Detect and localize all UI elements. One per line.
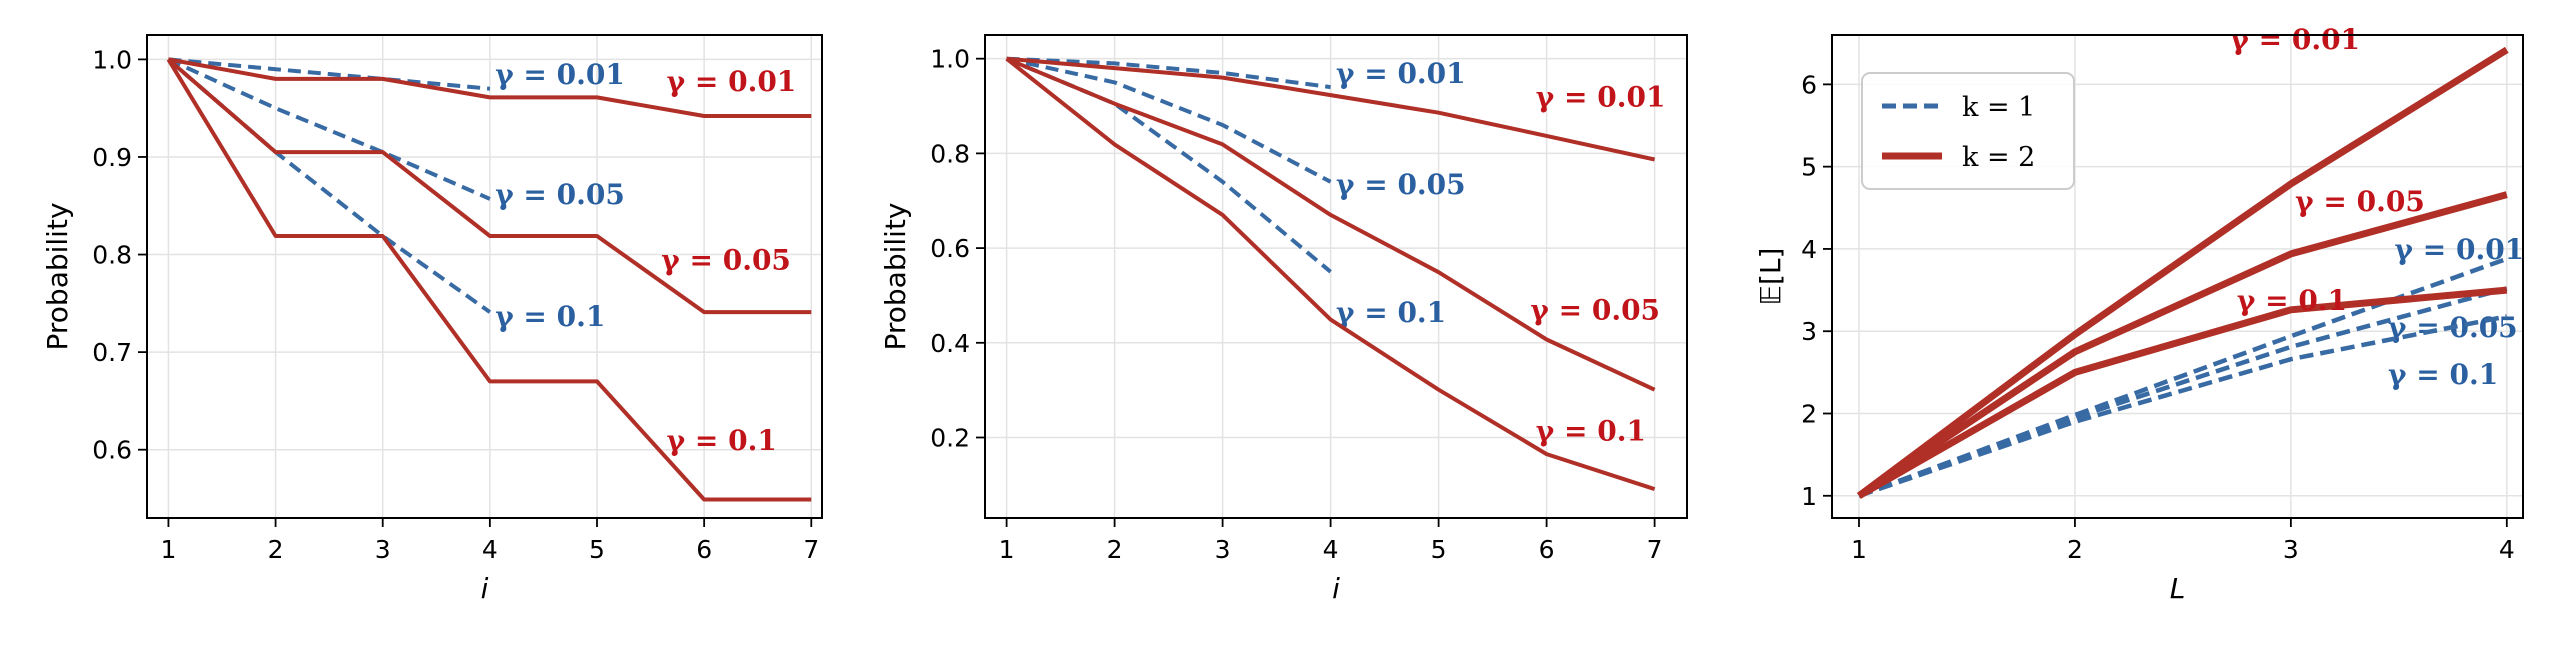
series-label: γ = 0.05: [1336, 168, 1466, 201]
series-label: γ = 0.1: [667, 424, 777, 457]
x-tick-label: 7: [1647, 535, 1663, 564]
x-axis-label: i: [481, 572, 489, 605]
x-tick-label: 4: [2499, 535, 2515, 564]
legend-label: k = 1: [1962, 92, 2035, 123]
x-tick-label: 1: [160, 535, 176, 564]
y-tick-label: 6: [1801, 70, 1817, 99]
series-label: γ = 0.01: [2230, 23, 2360, 56]
y-tick-label: 1.0: [92, 45, 132, 74]
y-axis-label: Probability: [879, 202, 912, 350]
series-line: [166, 58, 812, 502]
series-line: [1858, 314, 2508, 498]
y-tick-label: 1: [1801, 482, 1817, 511]
y-tick-label: 0.9: [92, 143, 132, 172]
series-label: γ = 0.05: [495, 178, 625, 211]
series-line: [167, 57, 812, 315]
y-tick-label: 0.2: [930, 424, 970, 453]
series-label: γ = 0.01: [667, 65, 797, 98]
y-tick-label: 4: [1801, 235, 1817, 264]
x-tick-label: 3: [1215, 535, 1231, 564]
x-tick-label: 2: [1107, 535, 1123, 564]
chart-panel-middle: γ = 0.01 γ = 0.05 γ = 0.1 γ = 0.01 γ = 0.05 γ…: [879, 34, 1688, 605]
y-tick-label: 5: [1801, 153, 1817, 182]
y-tick-label: 0.8: [92, 241, 132, 270]
y-tick-label: 1.0: [930, 45, 970, 74]
x-tick-label: 4: [1323, 535, 1339, 564]
series-label: γ = 0.01: [1536, 81, 1666, 114]
series-line: [1005, 57, 1656, 492]
series-label: γ = 0.05: [661, 243, 791, 276]
y-tick-label: 2: [1801, 400, 1817, 429]
series-line: [167, 57, 492, 314]
x-tick-label: 1: [1851, 535, 1867, 564]
x-tick-label: 2: [268, 535, 284, 564]
x-tick-label: 5: [589, 535, 605, 564]
axes-frame: [1831, 34, 2524, 519]
series-line: [1005, 56, 1332, 274]
series-label: γ = 0.1: [1536, 414, 1646, 447]
series-label: γ = 0.05: [1530, 294, 1660, 327]
y-tick-label: 3: [1801, 317, 1817, 346]
x-tick-label: 3: [2283, 535, 2299, 564]
series-label: γ = 0.01: [1336, 57, 1466, 90]
series-label: γ = 0.1: [2388, 358, 2498, 391]
series-line: [167, 57, 491, 201]
x-tick-label: 6: [1539, 535, 1555, 564]
axes-frame: [146, 34, 823, 519]
x-axis-label: i: [1332, 572, 1340, 605]
axes-frame: [984, 34, 1688, 519]
x-axis-label: L: [2170, 572, 2186, 605]
series-line: [168, 57, 491, 91]
series-line: [1005, 56, 1656, 392]
series-line: [1006, 56, 1331, 90]
series-line: [1006, 56, 1656, 162]
y-axis-label: 𝔼[L]: [1754, 248, 1787, 306]
series-line: [1857, 191, 2508, 499]
chart-panel-right: γ = 0.01γ = 0.05γ = 0.1γ = 0.01γ = 0.05γ…: [1754, 23, 2524, 605]
y-tick-label: 0.4: [930, 329, 970, 358]
series-label: γ = 0.1: [495, 300, 605, 333]
x-tick-label: 5: [1431, 535, 1447, 564]
x-tick-label: 1: [999, 535, 1015, 564]
series-label: γ = 0.1: [2237, 284, 2347, 317]
series-label: γ = 0.01: [495, 58, 625, 91]
x-tick-label: 6: [696, 535, 712, 564]
x-tick-label: 7: [803, 535, 819, 564]
legend-box: [1861, 72, 2075, 190]
y-tick-label: 0.8: [930, 139, 970, 168]
series-label: γ = 0.01: [2395, 233, 2525, 266]
series-label: γ = 0.05: [2295, 185, 2425, 218]
x-tick-label: 2: [2067, 535, 2083, 564]
y-tick-label: 0.6: [92, 436, 132, 465]
x-tick-label: 4: [482, 535, 498, 564]
series-line: [1856, 46, 2509, 499]
y-axis-label: Probability: [41, 202, 74, 350]
y-tick-label: 0.6: [930, 234, 970, 263]
x-tick-label: 3: [375, 535, 391, 564]
series-line: [168, 57, 812, 118]
y-tick-label: 0.7: [92, 338, 132, 367]
series-line: [1006, 56, 1332, 184]
legend-label: k = 2: [1962, 142, 2035, 173]
chart-panel-left: γ = 0.01 γ = 0.05 γ = 0.1 γ = 0.01 γ = 0.05 γ…: [41, 34, 823, 605]
series-label: γ = 0.1: [1336, 296, 1446, 329]
series-line: [1857, 286, 2508, 499]
